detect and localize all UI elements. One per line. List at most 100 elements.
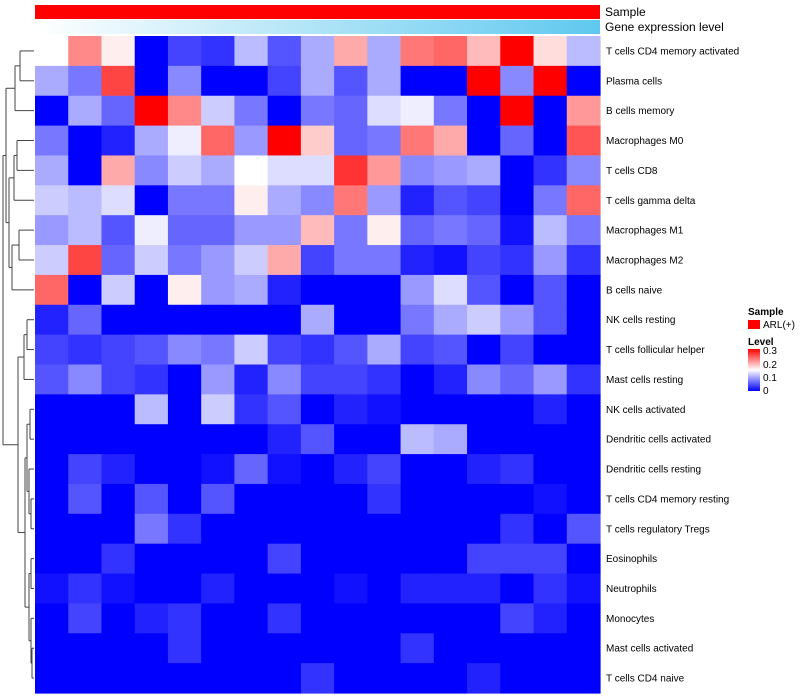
heatmap-cell [400, 334, 435, 366]
heatmap-cell [467, 245, 501, 276]
heatmap-cell [367, 95, 402, 127]
heatmap-cell [334, 215, 368, 246]
heatmap-cell [467, 483, 501, 515]
row-label: Neutrophils [606, 584, 657, 595]
heatmap-cell [68, 65, 103, 97]
heatmap-cell [367, 633, 402, 664]
heatmap-cell [101, 36, 136, 67]
row-label: Monocytes [606, 614, 654, 625]
heatmap-cell [35, 394, 69, 425]
heatmap-cell [334, 274, 368, 306]
heatmap-cell [300, 334, 335, 366]
heatmap-cell [35, 36, 69, 67]
heatmap-cell [267, 334, 302, 366]
heatmap-cell [400, 364, 435, 395]
heatmap-cell [167, 633, 202, 664]
heatmap-cell [234, 304, 269, 336]
row-label: NK cells activated [606, 405, 685, 416]
heatmap-cell [566, 454, 601, 485]
heatmap-cell [433, 663, 468, 694]
heatmap-cell [367, 603, 402, 634]
heatmap-cell [500, 663, 535, 694]
heatmap-cell [134, 424, 169, 455]
heatmap-cell [566, 543, 601, 575]
heatmap-cell [68, 95, 103, 127]
heatmap-cell [234, 155, 269, 186]
heatmap-cell [500, 513, 535, 545]
row-label: Macrophages M2 [606, 255, 684, 266]
heatmap-cell [201, 36, 236, 67]
heatmap-cell [300, 185, 335, 216]
heatmap-cell [367, 334, 402, 366]
heatmap-cell [35, 603, 69, 634]
heatmap-cell [35, 663, 69, 694]
heatmap-cell [101, 483, 136, 515]
heatmap-cell [334, 454, 368, 485]
heatmap-cell [101, 65, 136, 97]
heatmap-cell [334, 95, 368, 127]
heatmap-cell [267, 245, 302, 276]
heatmap-cell [500, 633, 535, 664]
row-label: Plasma cells [606, 76, 662, 87]
heatmap-cell [334, 364, 368, 395]
heatmap-cell [533, 245, 568, 276]
heatmap-cell [68, 573, 103, 605]
heatmap-cell [134, 155, 169, 186]
heatmap-cell [433, 573, 468, 605]
heatmap-cell [167, 334, 202, 366]
heatmap-cell [334, 513, 368, 545]
heatmap-cell [400, 454, 435, 485]
heatmap-cell [533, 304, 568, 336]
heatmap-cell [533, 155, 568, 186]
heatmap-cell [334, 334, 368, 366]
heatmap-cell [467, 185, 501, 216]
expression-annotation-label: Gene expression level [605, 20, 724, 34]
heatmap-cell [367, 394, 402, 425]
heatmap-cell [300, 274, 335, 306]
heatmap-cell [267, 633, 302, 664]
heatmap-cell [300, 155, 335, 186]
heatmap-cell [35, 633, 69, 664]
heatmap-cell [400, 573, 435, 605]
heatmap-cell [35, 125, 69, 157]
heatmap-cell [367, 125, 402, 157]
heatmap-cell [300, 245, 335, 276]
heatmap-cell [500, 65, 535, 97]
heatmap-cell [433, 334, 468, 366]
heatmap-cell [334, 245, 368, 276]
heatmap-cell [566, 304, 601, 336]
heatmap-cell [500, 454, 535, 485]
heatmap-cell [566, 65, 601, 97]
heatmap-cell [334, 394, 368, 425]
heatmap-cell [68, 603, 103, 634]
row-label: Dendritic cells activated [606, 435, 711, 446]
heatmap-cell [134, 483, 169, 515]
heatmap-cell [433, 543, 468, 575]
heatmap-cell [68, 215, 103, 246]
heatmap-cell [433, 454, 468, 485]
heatmap-cell [467, 513, 501, 545]
heatmap-cell [201, 573, 236, 605]
heatmap-cell [533, 274, 568, 306]
heatmap-cell [467, 633, 501, 664]
heatmap-cell [500, 543, 535, 575]
heatmap-cell [267, 424, 302, 455]
heatmap-cell [367, 304, 402, 336]
heatmap-cell [500, 95, 535, 127]
heatmap-cell [68, 543, 103, 575]
heatmap-cell [433, 65, 468, 97]
heatmap-cell [201, 424, 236, 455]
heatmap-cell [267, 215, 302, 246]
heatmap-cell [201, 215, 236, 246]
heatmap-cell [433, 245, 468, 276]
heatmap-cell [433, 185, 468, 216]
heatmap-cell [367, 36, 402, 67]
heatmap-cell [35, 364, 69, 395]
heatmap-cell [400, 603, 435, 634]
heatmap-cell [68, 304, 103, 336]
row-label: T cells follicular helper [606, 345, 705, 356]
heatmap-cell [201, 454, 236, 485]
heatmap-cell [467, 274, 501, 306]
heatmap-cell [35, 573, 69, 605]
legend-level-gradient [748, 349, 760, 391]
